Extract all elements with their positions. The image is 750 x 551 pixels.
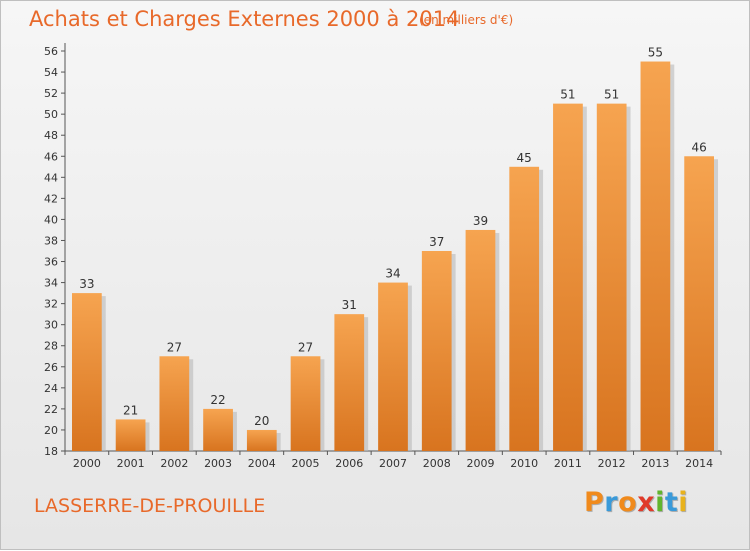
bar: [640, 61, 671, 452]
y-tick-label: 24: [44, 382, 58, 395]
y-tick-label: 52: [44, 87, 58, 100]
logo-letter: r: [604, 487, 619, 518]
bar-value-label: 39: [473, 214, 488, 228]
bars: 33 21 27 22 20 27 31 34 37 39 45 51 51 55 46: [71, 46, 719, 452]
x-tick-label: 2014: [685, 457, 713, 470]
bar-value-label: 45: [517, 151, 532, 165]
y-tick-label: 20: [44, 424, 58, 437]
y-tick-label: 28: [44, 340, 58, 353]
bar: [246, 429, 277, 451]
x-tick-label: 2006: [335, 457, 363, 470]
bar-value-label: 27: [167, 340, 182, 354]
logo-letter: P: [584, 487, 605, 518]
bar-value-label: 31: [342, 298, 357, 312]
x-tick-label: 2005: [292, 457, 320, 470]
proxiti-logo: Proxiti: [584, 487, 688, 518]
bar: [334, 314, 365, 451]
y-tick-label: 18: [44, 445, 58, 458]
bar-value-label: 37: [429, 235, 444, 249]
bar: [684, 156, 715, 451]
y-tick-label: 42: [44, 192, 58, 205]
bar: [115, 419, 146, 451]
bar-value-label: 27: [298, 340, 313, 354]
x-tick-label: 2013: [641, 457, 669, 470]
x-tick-label: 2008: [423, 457, 451, 470]
x-tick-label: 2009: [466, 457, 494, 470]
bar-value-label: 33: [79, 277, 94, 291]
logo-letter: i: [678, 487, 689, 518]
bar: [509, 166, 540, 451]
bar-value-label: 20: [254, 414, 269, 428]
y-axis: 18 20 22 24 26 28 30 32 34 36 38 40 42 44 46 48 50 52 54 56: [44, 43, 66, 458]
bar-value-label: 21: [123, 403, 138, 417]
y-tick-label: 40: [44, 213, 58, 226]
logo-letter: i: [655, 487, 665, 518]
logo-letter: x: [637, 487, 656, 518]
y-tick-label: 50: [44, 108, 58, 121]
bar: [159, 356, 190, 451]
y-tick-label: 38: [44, 234, 58, 247]
bar: [71, 293, 102, 451]
y-tick-label: 44: [44, 171, 58, 184]
x-tick-label: 2001: [117, 457, 145, 470]
x-tick-label: 2000: [73, 457, 101, 470]
bar-value-label: 51: [560, 88, 575, 102]
y-tick-label: 22: [44, 403, 58, 416]
x-tick-label: 2002: [160, 457, 188, 470]
y-tick-label: 48: [44, 129, 58, 142]
x-tick-label: 2007: [379, 457, 407, 470]
bar-value-label: 46: [691, 140, 706, 154]
y-tick-label: 54: [44, 66, 58, 79]
logo-letter: t: [664, 487, 679, 518]
x-tick-label: 2010: [510, 457, 538, 470]
bar-value-label: 34: [385, 267, 400, 281]
bar-value-label: 51: [604, 88, 619, 102]
x-tick-label: 2011: [554, 457, 582, 470]
y-tick-label: 36: [44, 256, 58, 269]
x-tick-label: 2003: [204, 457, 232, 470]
bar: [203, 408, 233, 451]
logo-letter: o: [618, 487, 638, 518]
x-axis: 2000 2001 2002 2003 2004 2005 2006 2007 2008 2009…: [64, 450, 722, 470]
y-tick-label: 56: [44, 45, 58, 58]
bar-value-label: 55: [648, 46, 663, 60]
y-tick-label: 46: [44, 150, 58, 163]
bar: [378, 282, 408, 451]
chart-unit-note: (en milliers d'€): [419, 13, 514, 27]
commune-name: LASSERRE-DE-PROUILLE: [34, 495, 266, 517]
bar-value-label: 22: [210, 393, 225, 407]
y-tick-label: 26: [44, 361, 58, 374]
bar: [421, 251, 452, 451]
bar: [290, 356, 321, 451]
y-tick-label: 30: [44, 319, 58, 332]
bar: [596, 103, 627, 451]
x-tick-label: 2004: [248, 457, 276, 470]
y-tick-label: 34: [44, 277, 58, 290]
y-tick-label: 32: [44, 298, 58, 311]
bar: [553, 103, 583, 451]
bar: [465, 229, 496, 451]
x-tick-label: 2012: [598, 457, 626, 470]
chart-title: Achats et Charges Externes 2000 à 2014: [29, 7, 460, 31]
